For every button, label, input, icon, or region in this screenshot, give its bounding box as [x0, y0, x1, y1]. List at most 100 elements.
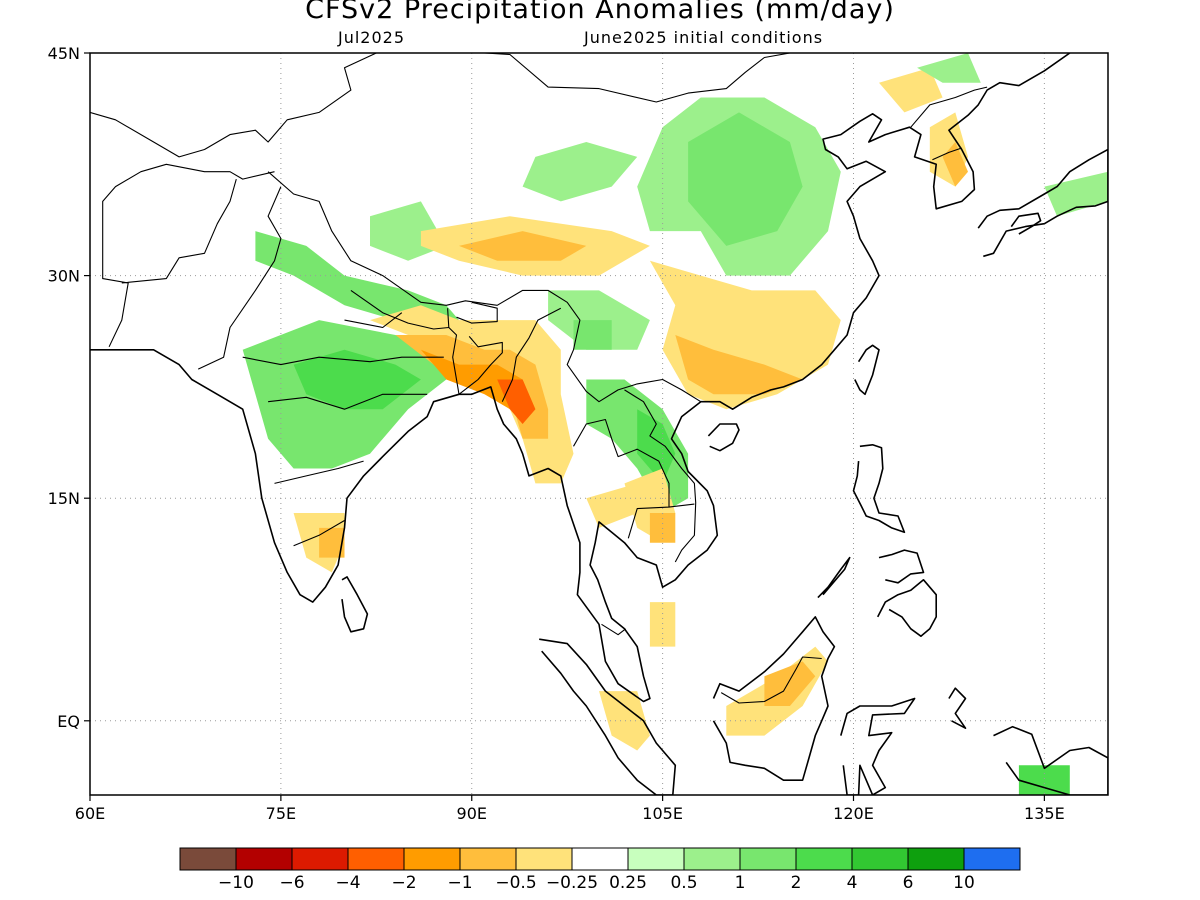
colorbar-swatch: [963, 847, 1021, 871]
lon-tick-label: 120E: [833, 804, 874, 823]
colorbar-label: −1: [447, 873, 472, 893]
colorbar-label: −0.5: [495, 873, 536, 893]
halmahera-outline: [948, 687, 967, 730]
anomaly-region-8: [637, 409, 676, 484]
anomaly-shading: [242, 53, 1108, 795]
borneo-outline: [712, 616, 836, 782]
india-states-4-border: [293, 520, 345, 547]
anomaly-region-18: [497, 379, 536, 424]
colorbar-swatch: [459, 847, 517, 871]
colorbar-label: 6: [903, 873, 914, 893]
colorbar-swatch: [795, 847, 853, 871]
new-guinea-outline: [993, 725, 1108, 795]
lon-tick-label: 90E: [457, 804, 487, 823]
korea-dmz-border: [932, 147, 962, 161]
lat-tick-label: 30N: [48, 267, 80, 286]
colorbar: −10 −6 −4 −2 −1 −0.5 −0.25 0.25 0.5 1 2 4 6 10: [179, 847, 1021, 893]
anomaly-region-31: [1018, 765, 1070, 795]
lat-tick-label: EQ: [57, 712, 80, 731]
hainan-outline: [707, 423, 740, 452]
anomaly-region-21: [879, 67, 943, 113]
lat-tick-label: 15N: [48, 489, 80, 508]
anomaly-region-12: [459, 231, 587, 261]
visayas-outline: [878, 549, 925, 584]
colorbar-swatch: [851, 847, 909, 871]
afghanistan-pakistan-border: [121, 178, 237, 284]
anomaly-region-32: [1044, 171, 1108, 217]
colorbar-label: 4: [847, 873, 858, 893]
colorbar-swatch: [179, 847, 237, 871]
colorbar-label: −10: [218, 873, 254, 893]
taiwan-outline: [854, 344, 880, 396]
sumatra-outline: [539, 638, 677, 795]
central-asia-border: [90, 53, 377, 158]
mindanao-outline: [876, 578, 938, 638]
initial-conditions-label: June2025 initial conditions: [584, 28, 824, 47]
sulawesi-outline: [840, 697, 916, 795]
map-title: CFSv2 Precipitation Anomalies (mm/day): [305, 0, 895, 25]
colorbar-swatch: [683, 847, 741, 871]
colorbar-label: −6: [279, 873, 304, 893]
anomaly-region-28: [599, 691, 650, 751]
colorbar-swatch: [291, 847, 349, 871]
colorbar-label: 0.5: [670, 873, 697, 893]
sri-lanka-outline: [341, 576, 369, 633]
forecast-month: Jul2025: [338, 28, 406, 47]
colorbar-swatch: [739, 847, 797, 871]
anomaly-region-23: [942, 142, 968, 187]
colorbar-swatch: [515, 847, 573, 871]
borneo-border-border: [720, 656, 822, 704]
colorbar-swatch: [347, 847, 405, 871]
coast-eurasia-outline: [90, 53, 1071, 703]
colorbar-label: 10: [953, 873, 975, 893]
colorbar-label: −2: [391, 873, 416, 893]
myanmar-india-border: [501, 307, 562, 402]
shikoku-outline: [1010, 212, 1042, 235]
colorbar-swatch: [907, 847, 965, 871]
india-states-5-border: [344, 312, 403, 329]
mongolia-china-border: [483, 53, 791, 103]
colorbar-label: −4: [335, 873, 360, 893]
colorbar-swatch: [571, 847, 629, 871]
map-frame: [89, 52, 1109, 796]
bangladesh-border: [448, 327, 503, 395]
anomaly-region-4: [255, 231, 459, 321]
korea-border: [910, 86, 988, 128]
thailand-border: [573, 418, 670, 539]
luzon-outline: [852, 443, 906, 534]
bhutan-border: [456, 301, 498, 324]
anomaly-region-27: [764, 661, 816, 706]
anomaly-region-33: [917, 53, 981, 83]
colorbar-swatch: [403, 847, 461, 871]
laos-cambodia-border: [668, 503, 695, 508]
nepal-border: [350, 289, 450, 330]
coastlines: [90, 53, 1108, 795]
lon-tick-label: 60E: [75, 804, 105, 823]
pakistan-afghanistan-iran-border: [102, 163, 275, 348]
colorbar-label: 1: [735, 873, 746, 893]
india-pakistan-border: [197, 186, 282, 370]
lat-lon-grid: [90, 53, 1108, 795]
palawan-outline: [817, 556, 851, 599]
india-states-border: [242, 356, 444, 366]
japan-kyushu-honshu-outline: [977, 148, 1108, 258]
lat-tick-label: 45N: [48, 44, 80, 63]
colorbar-swatch: [627, 847, 685, 871]
laos-vietnam-border: [624, 389, 697, 563]
india-states-2-border: [268, 393, 428, 410]
anomaly-region-20: [319, 527, 345, 558]
colorbar-swatch: [235, 847, 293, 871]
anomaly-region-2: [522, 142, 638, 202]
colorbar-label: −0.25: [546, 873, 598, 893]
lon-tick-label: 75E: [266, 804, 296, 823]
colorbar-label: 2: [791, 873, 802, 893]
anomaly-region-14: [675, 335, 803, 395]
colorbar-label: 0.25: [609, 873, 647, 893]
anomaly-region-1: [688, 112, 803, 246]
anomaly-region-15: [370, 305, 574, 484]
anomaly-region-10: [573, 320, 612, 350]
india-states-3-border: [274, 460, 364, 484]
himalaya-north-border: [267, 171, 702, 403]
anomaly-region-30: [586, 483, 638, 528]
